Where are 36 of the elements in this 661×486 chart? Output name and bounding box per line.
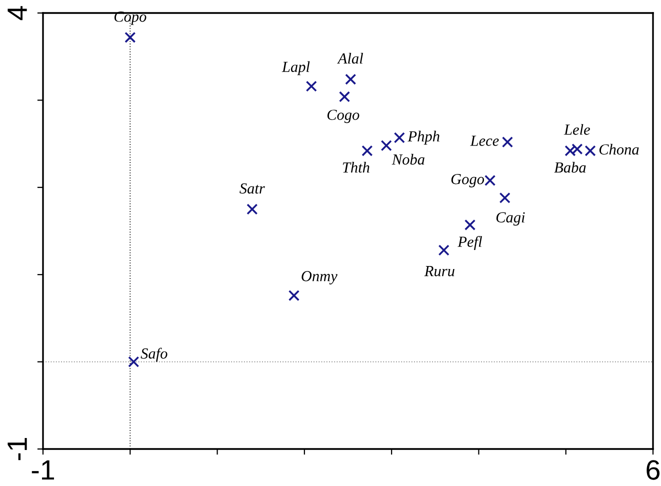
annotation: Thth: [342, 162, 370, 173]
point: [394, 132, 405, 144]
annotation: Copo: [114, 12, 146, 25]
point: [484, 174, 496, 186]
annotation: Safo: [140, 348, 168, 362]
annotation: Cagi: [496, 212, 525, 226]
annotation: Lele: [564, 124, 590, 135]
point: [288, 290, 300, 302]
point: [584, 145, 596, 156]
point: [464, 219, 476, 230]
annotation: Alal: [337, 52, 364, 64]
annotation: Satr: [240, 183, 265, 194]
point: [499, 192, 510, 204]
point: [362, 145, 373, 156]
annotation: Chona: [599, 144, 639, 155]
annotation: Lece: [470, 136, 499, 146]
point: [380, 140, 392, 152]
y-tick-label: 4: [8, 6, 27, 20]
point: [438, 244, 450, 256]
annotation: Cogo: [327, 110, 360, 124]
annotation: Gogo: [451, 174, 484, 188]
point: [128, 356, 140, 368]
annotation: Onmy: [302, 271, 338, 284]
annotation: Ruru: [424, 266, 454, 276]
annotation: Noba: [392, 154, 424, 165]
annotation: Pefl: [458, 236, 482, 250]
point: [124, 32, 136, 43]
point: [246, 204, 258, 215]
annotation: Phph: [408, 130, 440, 145]
point: [338, 91, 350, 102]
annotation: Lapl: [282, 61, 310, 76]
point: [502, 136, 514, 148]
x-tick-label: 6: [646, 460, 660, 480]
annotation: Baba: [554, 162, 586, 173]
point: [306, 80, 317, 92]
point: [345, 74, 356, 85]
